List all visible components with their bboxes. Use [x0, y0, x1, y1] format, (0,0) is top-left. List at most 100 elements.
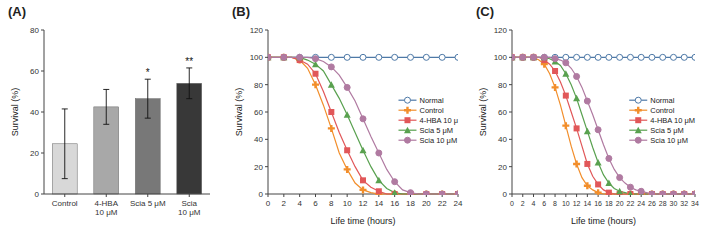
marker — [312, 81, 319, 88]
marker — [512, 54, 516, 61]
marker — [670, 191, 677, 196]
marker — [617, 175, 623, 181]
error-bar — [186, 68, 192, 99]
marker — [391, 189, 398, 195]
marker — [313, 56, 319, 62]
bars — [52, 68, 201, 194]
x-tick-label: 30 — [670, 200, 678, 207]
marker — [648, 191, 655, 196]
marker — [584, 54, 590, 60]
category-label: Control — [52, 199, 78, 208]
x-tick-label: 20 — [616, 200, 624, 207]
marker — [638, 54, 644, 60]
legend-label: Scia 10 μM — [650, 136, 688, 145]
marker — [670, 191, 677, 196]
y-tick-label: 60 — [30, 67, 39, 76]
x-tick-label: 20 — [422, 199, 431, 208]
legend-marker — [404, 137, 410, 143]
x-tick-label: 2 — [521, 200, 525, 207]
marker — [408, 190, 414, 195]
x-tick-label: 24 — [637, 200, 645, 207]
y-tick-label: 60 — [254, 108, 263, 117]
legend-label: Normal — [650, 96, 675, 105]
y-tick — [265, 166, 268, 167]
y-tick-label: 0 — [259, 190, 264, 199]
series-line — [268, 57, 458, 194]
y-tick — [41, 194, 44, 195]
marker — [573, 95, 580, 102]
marker — [376, 150, 382, 156]
marker — [541, 54, 547, 60]
x-tick-label: 2 — [282, 199, 287, 208]
marker — [360, 54, 366, 60]
marker — [360, 147, 367, 154]
marker — [574, 73, 580, 79]
marker — [268, 54, 271, 60]
lines — [512, 54, 695, 195]
legend-label: Normal — [419, 96, 444, 105]
marker — [574, 54, 580, 60]
marker — [606, 155, 612, 161]
x-tick — [533, 194, 534, 197]
significance-label: * — [146, 67, 150, 78]
x-tick — [347, 194, 348, 197]
marker — [520, 54, 526, 60]
legend-marker — [635, 117, 641, 123]
x-tick-label: 34 — [691, 200, 699, 207]
x-tick — [331, 194, 332, 197]
y-tick-label: 120 — [494, 26, 508, 35]
x-tick-label: 0 — [510, 200, 514, 207]
marker — [280, 54, 287, 61]
legend-label: Scia 5 μM — [419, 126, 453, 135]
marker — [573, 160, 580, 167]
series-line — [512, 57, 695, 194]
y-tick — [509, 57, 512, 58]
marker — [649, 191, 655, 195]
legend-marker — [635, 97, 641, 103]
marker — [627, 191, 633, 195]
marker — [344, 54, 350, 60]
marker — [344, 84, 350, 90]
marker — [360, 186, 367, 193]
marker — [439, 54, 445, 60]
marker — [423, 191, 430, 196]
y-tick-label: 20 — [30, 149, 39, 158]
marker — [519, 54, 526, 61]
figure: (A)020406080Survival (%)Control4-HBA10 μ… — [0, 0, 703, 250]
x-tick-label: 10 — [343, 199, 352, 208]
marker — [360, 116, 366, 122]
x-tick — [522, 194, 523, 197]
y-tick-label: 100 — [494, 53, 508, 62]
category-label-line: 10 μM — [178, 208, 201, 217]
x-tick — [283, 194, 284, 197]
x-tick-label: 4 — [297, 199, 302, 208]
marker — [552, 68, 558, 74]
legend-marker — [404, 107, 411, 114]
y-tick-label: 20 — [254, 163, 263, 172]
marker — [627, 191, 634, 196]
marker — [595, 159, 602, 166]
marker — [627, 184, 633, 190]
y-tick — [41, 153, 44, 154]
marker — [376, 188, 382, 194]
x-tick — [363, 194, 364, 197]
marker — [660, 54, 666, 60]
marker — [328, 54, 334, 60]
x-tick-label: 22 — [627, 200, 635, 207]
y-axis-label: Survival (%) — [234, 88, 244, 137]
legend-marker — [635, 127, 642, 134]
x-tick-label: 24 — [454, 199, 463, 208]
legend-label: 4-HBA 10 μM — [650, 116, 695, 125]
marker — [344, 111, 351, 118]
y-tick-label: 80 — [254, 81, 263, 90]
marker — [512, 54, 515, 60]
marker — [627, 54, 633, 60]
category-label-line: 4-HBA — [94, 199, 118, 208]
marker — [562, 70, 569, 77]
x-tick-label: 22 — [438, 199, 447, 208]
marker — [670, 191, 676, 195]
category-label: 4-HBA10 μM — [94, 199, 118, 217]
category-label-line: 10 μM — [95, 208, 118, 217]
marker — [574, 125, 580, 131]
panel-title: (A) — [8, 4, 26, 19]
